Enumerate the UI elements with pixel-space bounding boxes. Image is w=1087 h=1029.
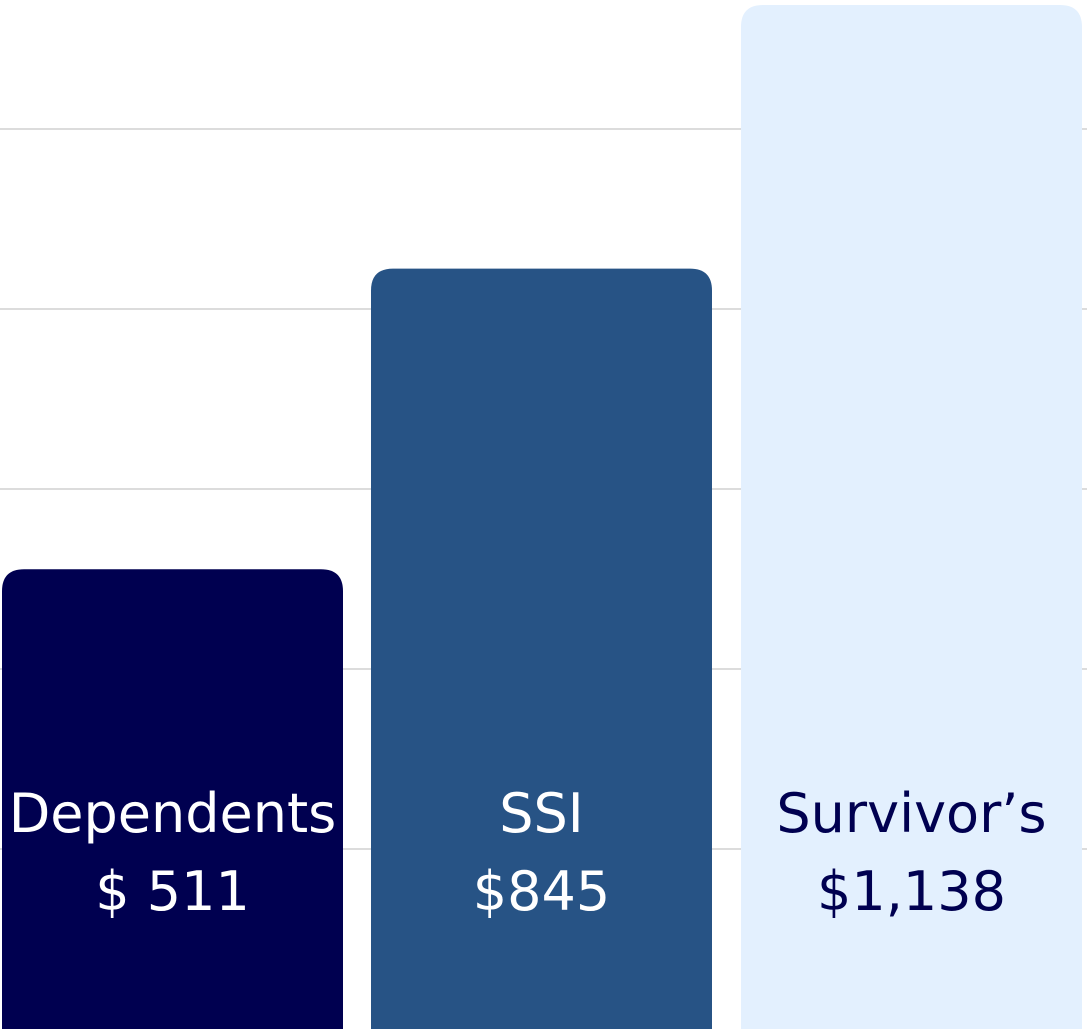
bar-dependents: Dependents $ 511 [2,569,343,1029]
bar-category-label: Dependents [9,782,337,845]
bar-ssi: SSI $845 [371,268,712,1029]
bar-value-label: $1,138 [817,860,1006,923]
bar-survivors: Survivor’s $1,138 [741,5,1082,1029]
bar-category-label: SSI [499,782,583,845]
bar-shape [2,569,343,1029]
bar-value-label: $ 511 [95,860,250,923]
bar-shape [741,5,1082,1029]
bar-value-label: $845 [473,860,610,923]
bar-category-label: Survivor’s [776,782,1046,845]
bar-shape [371,268,712,1029]
